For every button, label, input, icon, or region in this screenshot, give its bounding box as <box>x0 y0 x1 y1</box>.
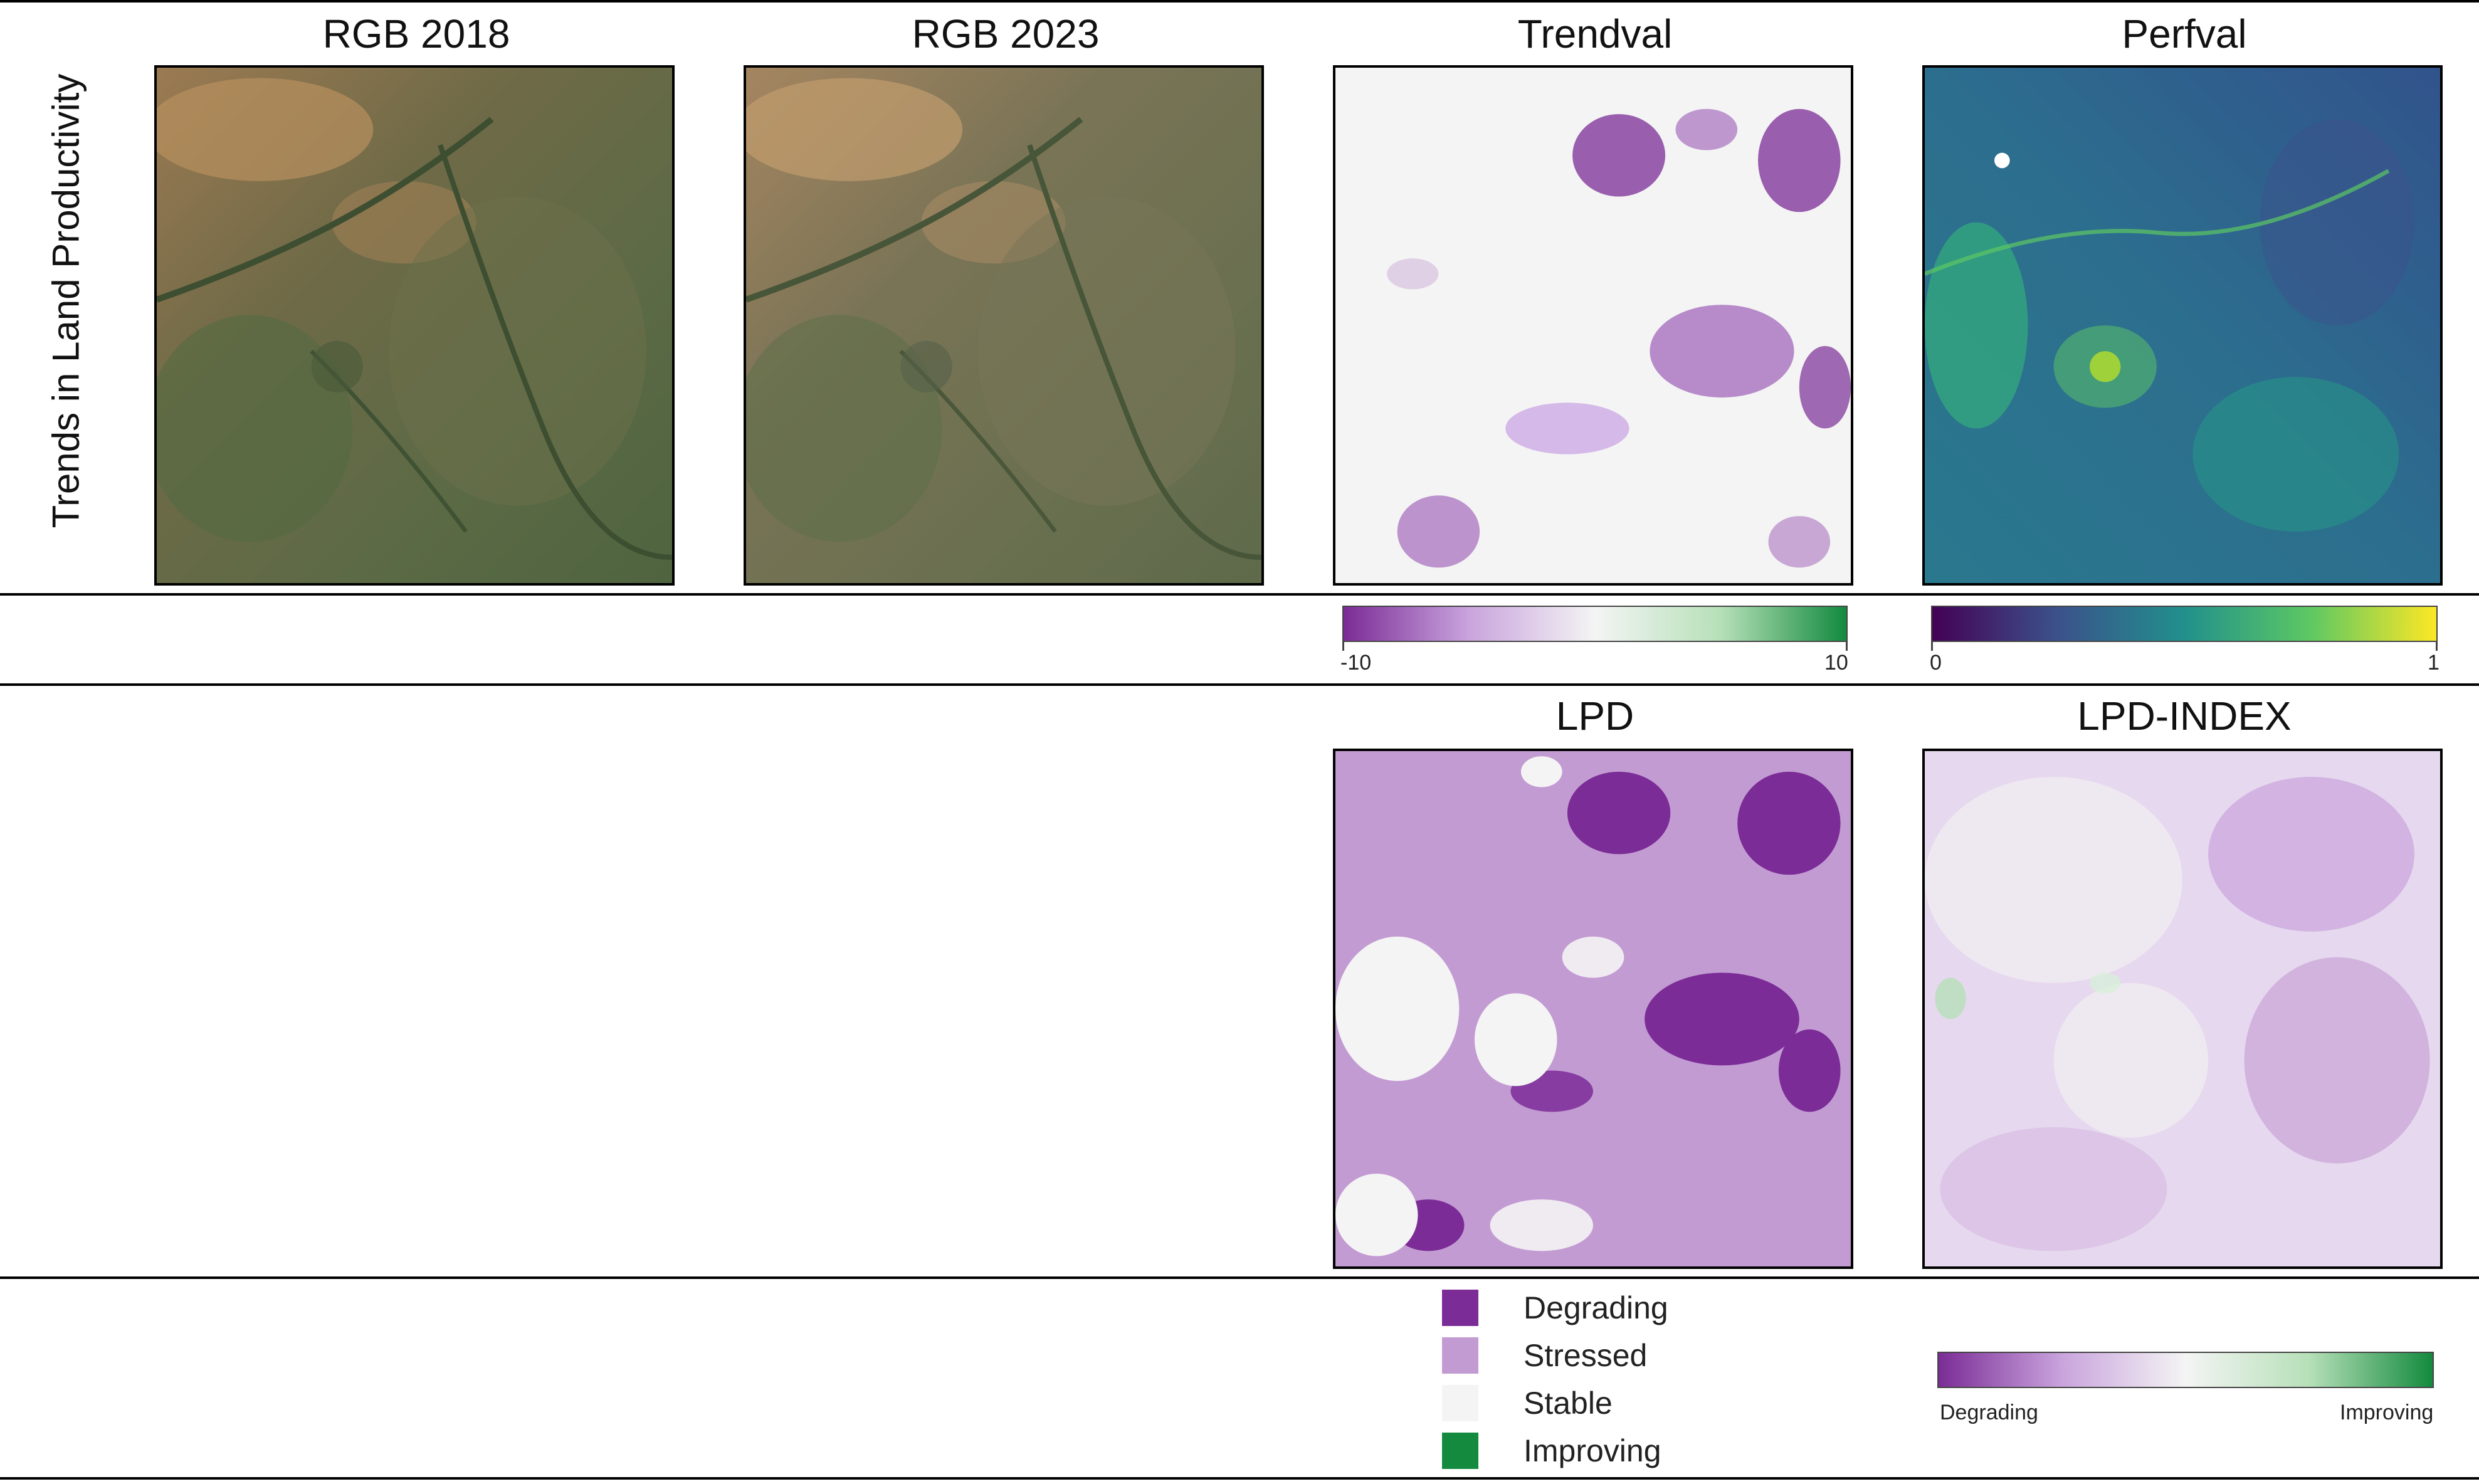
lpd-legend-swatch <box>1442 1337 1478 1374</box>
trendval-tick-min <box>1342 642 1344 651</box>
lpd-legend-stable: Stable <box>1442 1384 1613 1422</box>
separator-2 <box>0 683 2479 686</box>
trendval-min-label: -10 <box>1340 651 1372 675</box>
lpd-legend-swatch <box>1442 1385 1478 1421</box>
perfval-tick-max <box>2436 642 2438 651</box>
lpd-legend-label: Stable <box>1524 1386 1613 1421</box>
map-trendval <box>1333 65 1853 586</box>
lpd-legend-label: Degrading <box>1524 1290 1668 1325</box>
map-perfval <box>1922 65 2443 586</box>
row-label-text: Trends in Land Productivity <box>45 73 87 529</box>
lpd-legend-swatch <box>1442 1433 1478 1469</box>
title-rgb2018: RGB 2018 <box>322 11 510 56</box>
lpd-legend-label: Stressed <box>1524 1338 1648 1373</box>
lpd-legend-degrading: Degrading <box>1442 1289 1668 1327</box>
lpd-legend-label: Improving <box>1524 1433 1661 1468</box>
title-lpd-index: LPD-INDEX <box>2077 693 2292 739</box>
lpd-legend-improving: Improving <box>1442 1432 1661 1470</box>
trendval-max-label: 10 <box>1824 651 1848 675</box>
separator-3 <box>0 1276 2479 1279</box>
lpd-legend-stressed: Stressed <box>1442 1337 1647 1374</box>
title-lpd: LPD <box>1555 693 1634 739</box>
lpd-legend-swatch <box>1442 1290 1478 1326</box>
perfval-min-label: 0 <box>1930 651 1942 675</box>
map-rgb2023 <box>744 65 1264 586</box>
perfval-max-label: 1 <box>2428 651 2440 675</box>
lpd-index-max-label: Improving <box>2340 1401 2434 1424</box>
title-trendval: Trendval <box>1517 11 1673 56</box>
separator-1 <box>0 593 2479 596</box>
separator-top <box>0 0 2479 3</box>
lpd-index-min-label: Degrading <box>1940 1401 2038 1424</box>
separator-bottom <box>0 1477 2479 1480</box>
title-rgb2023: RGB 2023 <box>912 11 1100 56</box>
map-lpd-index <box>1922 749 2443 1269</box>
map-rgb2018 <box>154 65 675 586</box>
trendval-tick-max <box>1846 642 1848 651</box>
lpd-index-colorbar <box>1937 1352 2434 1388</box>
trendval-colorbar <box>1342 606 1848 642</box>
perfval-colorbar <box>1931 606 2438 642</box>
map-lpd <box>1333 749 1853 1269</box>
title-perfval: Perfval <box>2122 11 2247 56</box>
perfval-tick-min <box>1931 642 1933 651</box>
